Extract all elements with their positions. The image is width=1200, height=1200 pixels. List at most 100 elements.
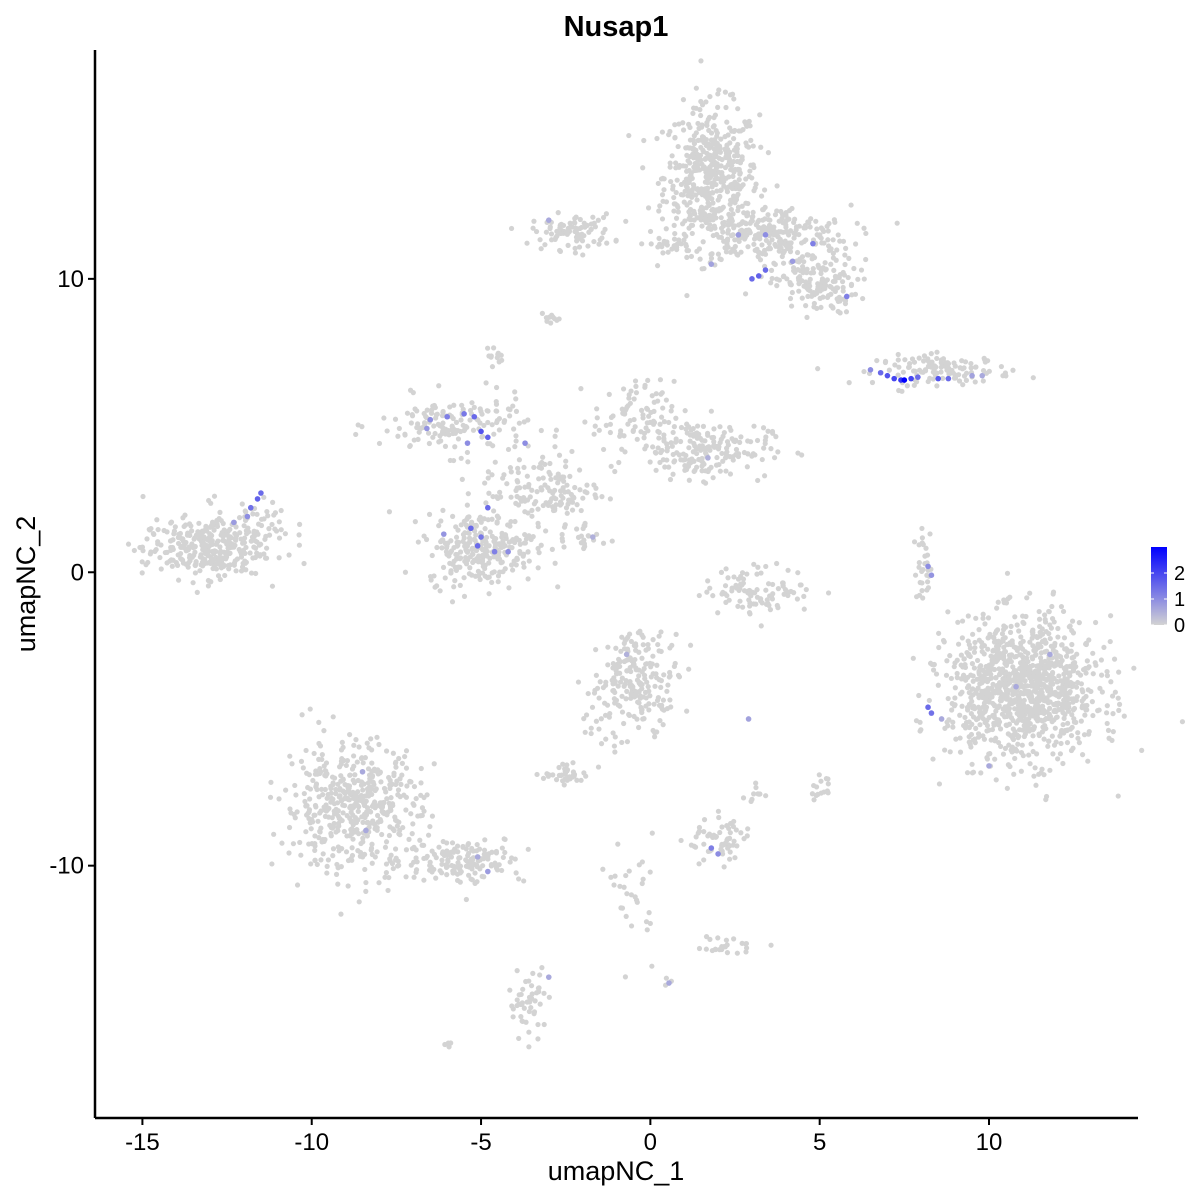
cell-point bbox=[714, 231, 720, 238]
cell-point bbox=[574, 526, 580, 532]
cell-point bbox=[990, 681, 996, 687]
cell-point bbox=[183, 561, 189, 567]
cell-point bbox=[1043, 715, 1049, 722]
cell-point bbox=[920, 358, 927, 364]
cell-point bbox=[348, 804, 355, 810]
expressed-cell-point bbox=[715, 851, 721, 857]
cell-point bbox=[758, 570, 764, 576]
cell-point bbox=[276, 555, 282, 561]
cell-point bbox=[699, 468, 705, 474]
cell-point bbox=[995, 599, 1001, 605]
cell-point bbox=[628, 388, 634, 394]
cell-point bbox=[487, 441, 493, 447]
cell-point bbox=[686, 477, 692, 483]
cell-point bbox=[460, 406, 466, 412]
y-tick: 0 bbox=[71, 559, 95, 586]
cell-point bbox=[250, 511, 256, 517]
cell-point bbox=[742, 291, 749, 297]
cell-point bbox=[643, 425, 649, 431]
cell-point bbox=[935, 682, 941, 688]
cell-point bbox=[303, 803, 309, 809]
cell-point bbox=[1109, 693, 1116, 699]
cell-point bbox=[810, 266, 816, 272]
cell-point bbox=[403, 807, 409, 813]
cell-point bbox=[521, 1005, 527, 1011]
cell-point bbox=[331, 808, 337, 814]
cell-point bbox=[633, 897, 640, 903]
cell-point bbox=[980, 667, 986, 673]
cell-point bbox=[696, 246, 703, 252]
cell-point bbox=[582, 729, 588, 735]
cell-point bbox=[500, 475, 506, 481]
cell-point bbox=[721, 864, 727, 870]
cell-point bbox=[683, 452, 689, 459]
cell-point bbox=[950, 724, 956, 730]
cell-point bbox=[513, 438, 519, 444]
cell-point bbox=[1007, 697, 1014, 703]
cell-point bbox=[712, 176, 718, 183]
cell-point bbox=[750, 209, 756, 216]
cell-point bbox=[669, 443, 675, 449]
cell-point bbox=[329, 815, 335, 821]
cell-point bbox=[469, 545, 476, 551]
cell-point bbox=[269, 583, 276, 589]
cell-point bbox=[970, 631, 976, 637]
cell-point bbox=[376, 741, 382, 748]
cell-point bbox=[568, 491, 574, 498]
cell-point bbox=[253, 570, 259, 577]
cell-point bbox=[1022, 649, 1028, 655]
cell-point bbox=[819, 276, 826, 282]
cell-point bbox=[383, 839, 390, 845]
cell-point bbox=[818, 304, 824, 311]
cell-point bbox=[848, 202, 854, 208]
cell-point bbox=[809, 256, 815, 262]
cell-point bbox=[606, 391, 612, 397]
cell-point bbox=[808, 270, 814, 276]
cell-point bbox=[743, 176, 749, 182]
cell-point bbox=[916, 564, 922, 570]
cell-point bbox=[723, 445, 730, 451]
cell-point bbox=[330, 853, 336, 859]
cell-point bbox=[717, 256, 723, 262]
cell-point bbox=[687, 642, 694, 648]
cell-point bbox=[588, 226, 594, 233]
cell-point bbox=[519, 1001, 525, 1008]
cell-point bbox=[698, 58, 704, 64]
cell-point bbox=[267, 794, 274, 800]
cell-point bbox=[968, 711, 974, 717]
cell-point bbox=[774, 233, 781, 239]
cell-point bbox=[493, 536, 499, 542]
cell-point bbox=[863, 256, 869, 263]
cell-point bbox=[343, 762, 349, 769]
cell-point bbox=[905, 364, 912, 371]
cell-point bbox=[582, 489, 588, 495]
cell-point bbox=[454, 843, 461, 849]
cell-point bbox=[708, 130, 715, 136]
cell-point bbox=[650, 637, 656, 643]
cell-point bbox=[756, 217, 762, 223]
cell-point bbox=[984, 676, 990, 683]
cell-point bbox=[286, 552, 292, 558]
cell-point bbox=[686, 209, 692, 215]
cell-point bbox=[576, 467, 583, 473]
cell-point bbox=[581, 716, 587, 722]
cell-point bbox=[1018, 634, 1024, 640]
cell-point bbox=[526, 558, 532, 564]
cell-point bbox=[691, 468, 697, 475]
cell-point bbox=[530, 970, 536, 976]
cell-point bbox=[525, 510, 531, 516]
cell-point bbox=[1055, 756, 1061, 762]
cell-point bbox=[335, 808, 341, 814]
cell-point bbox=[725, 845, 731, 851]
cell-point bbox=[319, 752, 325, 758]
cell-point bbox=[556, 452, 563, 458]
cell-point bbox=[820, 265, 826, 271]
cell-point bbox=[619, 693, 625, 699]
cell-point bbox=[938, 364, 944, 370]
cell-point bbox=[513, 562, 519, 568]
cell-point bbox=[785, 245, 791, 252]
cell-point bbox=[686, 666, 692, 672]
cell-point bbox=[818, 778, 824, 784]
cell-point bbox=[221, 527, 227, 533]
cell-point bbox=[358, 755, 365, 762]
